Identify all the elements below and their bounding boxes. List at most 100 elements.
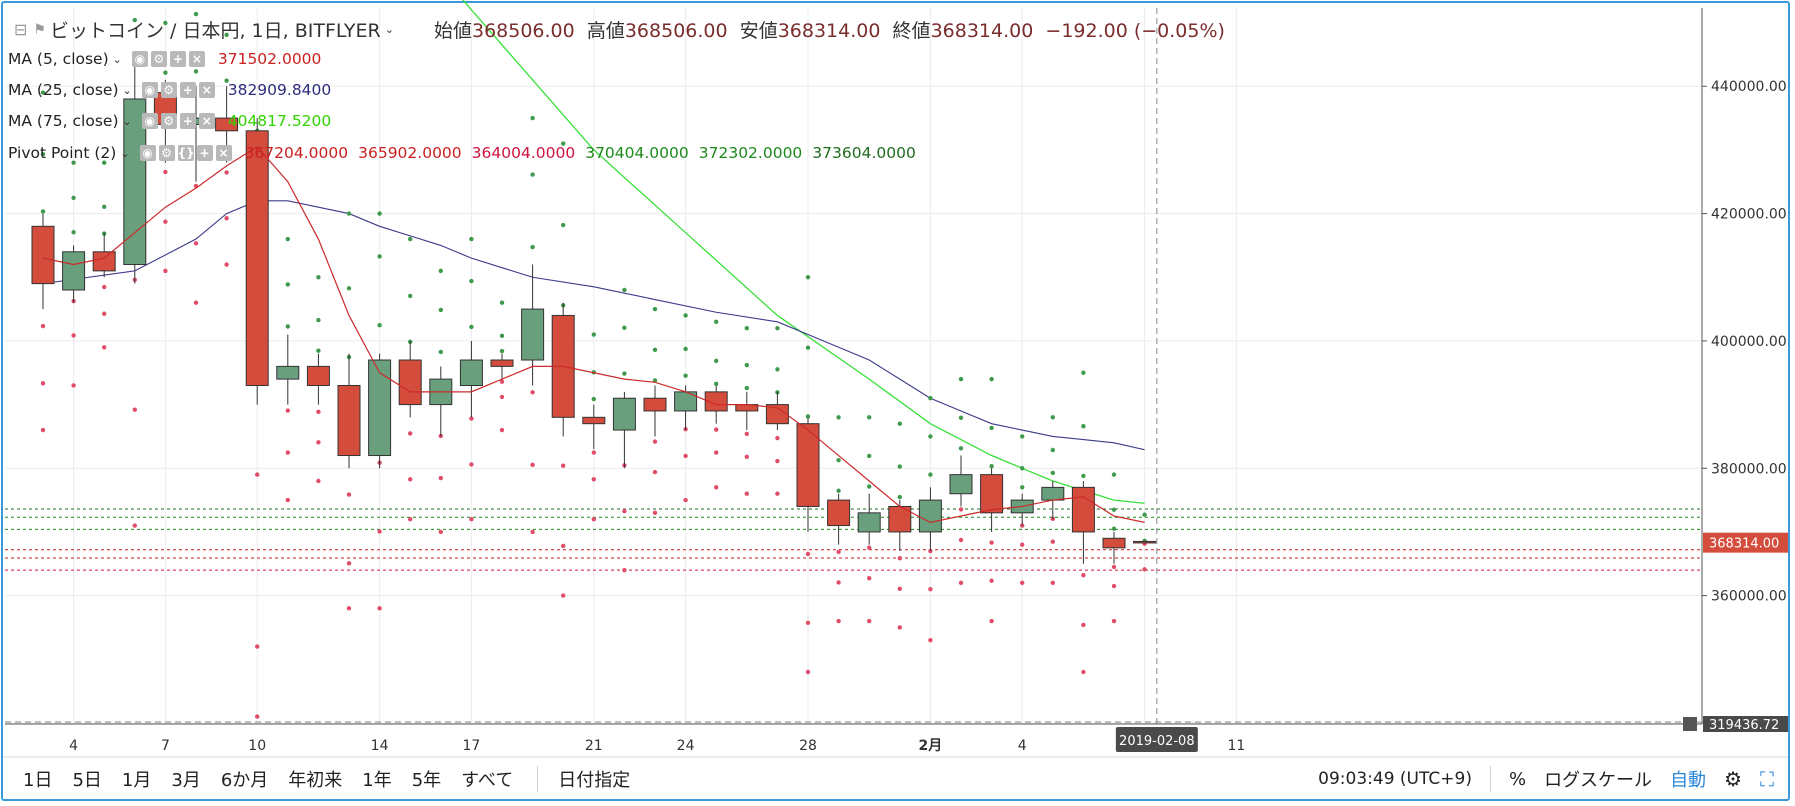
symbol-title[interactable]: ビットコイン / 日本円, 1日, BITFLYER bbox=[49, 20, 381, 42]
pivot-dot-support bbox=[40, 427, 46, 433]
gear-icon[interactable]: ⚙ bbox=[160, 82, 177, 98]
timeframe-3m[interactable]: 3月 bbox=[171, 770, 201, 791]
indicator-label[interactable]: MA (75, close) bbox=[8, 112, 119, 130]
log-scale-toggle[interactable]: ログスケール bbox=[1544, 770, 1653, 791]
timeframe-ytd[interactable]: 年初来 bbox=[288, 770, 343, 791]
gear-icon[interactable]: ⚙ bbox=[150, 51, 167, 67]
timeframe-1d[interactable]: 1日 bbox=[23, 770, 53, 791]
gear-icon[interactable]: ⚙ bbox=[1724, 767, 1742, 791]
plus-icon[interactable]: + bbox=[179, 82, 196, 98]
pivot-dot-support bbox=[255, 644, 260, 649]
candle-body bbox=[918, 499, 942, 533]
timeframe-5y[interactable]: 5年 bbox=[411, 770, 442, 791]
timeframe-1m[interactable]: 1月 bbox=[121, 770, 152, 791]
chevron-down-icon[interactable]: ⌄ bbox=[112, 52, 122, 66]
date-range-button[interactable]: 日付指定 bbox=[558, 770, 631, 791]
eye-icon[interactable]: ◉ bbox=[141, 113, 158, 129]
clock: 09:03:49 (UTC+9) bbox=[1318, 769, 1472, 789]
timeframe-all[interactable]: すべて bbox=[461, 770, 514, 791]
pivot-dot-resistance bbox=[71, 195, 76, 201]
pivot-dot-resistance bbox=[989, 463, 994, 469]
gear-icon[interactable]: ⚙ bbox=[158, 145, 175, 161]
ma75-line bbox=[462, 0, 1145, 504]
timeframe-1y[interactable]: 1年 bbox=[362, 770, 392, 791]
pivot-dot-support bbox=[836, 549, 841, 555]
pivot-dot-resistance bbox=[346, 211, 352, 216]
right-tools: 09:03:49 (UTC+9) % ログスケール 自動 ⚙ ⛶ bbox=[1318, 760, 1774, 798]
cursor-price-label: 319436.72 bbox=[1709, 718, 1779, 733]
pivot-dot-resistance bbox=[71, 230, 76, 235]
pivot-dot-resistance bbox=[224, 78, 229, 83]
eye-icon[interactable]: ◉ bbox=[141, 82, 158, 98]
gear-icon[interactable]: ⚙ bbox=[160, 113, 177, 129]
plus-icon[interactable]: + bbox=[179, 113, 196, 129]
timeframe-6m[interactable]: 6か月 bbox=[220, 770, 269, 791]
pivot-dot-support bbox=[255, 714, 260, 719]
pivot-dot-resistance bbox=[652, 378, 658, 383]
pivot-dot-support bbox=[958, 580, 964, 586]
candle-body bbox=[123, 98, 147, 266]
indicator-label[interactable]: MA (5, close) bbox=[8, 50, 109, 68]
candle-body bbox=[1133, 540, 1157, 544]
pivot-dot-support bbox=[285, 450, 290, 455]
pivot-dot-support bbox=[71, 383, 76, 388]
legend-pivot[interactable]: Pivot Point (2) ⌄ ◉ ⚙{} + × 367204.0000 3659… bbox=[8, 144, 916, 162]
pivot-dot-resistance bbox=[530, 244, 535, 250]
chevron-down-icon[interactable]: ⌄ bbox=[122, 114, 132, 128]
pivot-dot-support bbox=[1081, 669, 1086, 675]
braces-icon[interactable]: {} bbox=[177, 145, 195, 161]
chevron-down-icon[interactable]: ⌄ bbox=[384, 23, 394, 36]
plus-icon[interactable]: + bbox=[169, 51, 186, 67]
pivot-dot-support bbox=[285, 497, 290, 503]
timeframe-5d[interactable]: 5日 bbox=[72, 770, 102, 791]
pivot-dot-support bbox=[1111, 583, 1117, 589]
low-value: 368314.00 bbox=[777, 20, 881, 42]
crosshair-plus-icon bbox=[1683, 717, 1697, 731]
plus-icon[interactable]: + bbox=[196, 145, 213, 161]
eye-icon[interactable]: ◉ bbox=[139, 145, 156, 161]
collapse-icon[interactable]: ⊟ bbox=[14, 20, 28, 39]
last-price-label: 368314.00 bbox=[1709, 537, 1779, 552]
eye-icon[interactable]: ◉ bbox=[131, 51, 148, 67]
pivot-dot-resistance bbox=[1081, 424, 1086, 429]
legend-ma25[interactable]: MA (25, close) ⌄ ◉ ⚙ + × 382909.8400 bbox=[8, 81, 331, 99]
pivot-dot-support bbox=[714, 485, 719, 490]
legend-ma5[interactable]: MA (5, close) ⌄ ◉ ⚙ + × 371502.0000 bbox=[8, 50, 321, 68]
pivot-dot-resistance bbox=[499, 348, 505, 354]
close-icon[interactable]: × bbox=[198, 113, 215, 129]
pivot-dot-support bbox=[989, 618, 994, 624]
candle-body bbox=[704, 391, 728, 412]
pivot-dot-support bbox=[316, 440, 321, 445]
pivot-dot-support bbox=[316, 478, 321, 484]
flag-icon[interactable]: ⚑ bbox=[33, 21, 46, 38]
auto-scale-toggle[interactable]: 自動 bbox=[1670, 770, 1707, 791]
indicator-value: 371502.0000 bbox=[217, 50, 322, 68]
close-icon[interactable]: × bbox=[188, 51, 205, 67]
pivot-dot-resistance bbox=[285, 324, 290, 329]
chevron-down-icon[interactable]: ⌄ bbox=[122, 83, 132, 97]
percent-toggle[interactable]: % bbox=[1508, 768, 1527, 790]
pivot-dot-support bbox=[193, 300, 199, 305]
pivot-dot-support bbox=[346, 606, 352, 611]
indicator-label[interactable]: MA (25, close) bbox=[8, 81, 119, 99]
pivot-dot-resistance bbox=[163, 20, 168, 26]
high-value: 368506.00 bbox=[624, 20, 728, 42]
pivot-dot-support bbox=[683, 453, 688, 459]
close-icon[interactable]: × bbox=[198, 82, 215, 98]
legend-ma75[interactable]: MA (75, close) ⌄ ◉ ⚙ + × 404817.5200 bbox=[8, 112, 331, 130]
indicator-label[interactable]: Pivot Point (2) bbox=[8, 144, 117, 162]
pivot-dot-support bbox=[438, 529, 443, 535]
pivot-dot-support bbox=[163, 169, 168, 175]
pivot-dot-support bbox=[163, 268, 168, 274]
price-tick-label: 440000.00 bbox=[1711, 79, 1787, 95]
pivot-dot-resistance bbox=[408, 236, 413, 242]
pivot-dot-resistance bbox=[530, 172, 535, 177]
pivot-dot-support bbox=[591, 516, 596, 522]
fullscreen-icon[interactable]: ⛶ bbox=[1760, 767, 1774, 791]
close-icon[interactable]: × bbox=[215, 145, 232, 161]
pivot-dot-resistance bbox=[469, 278, 474, 284]
pivot-dot-resistance bbox=[40, 209, 46, 214]
pivot-dot-support bbox=[530, 390, 535, 395]
chevron-down-icon[interactable]: ⌄ bbox=[120, 146, 130, 160]
